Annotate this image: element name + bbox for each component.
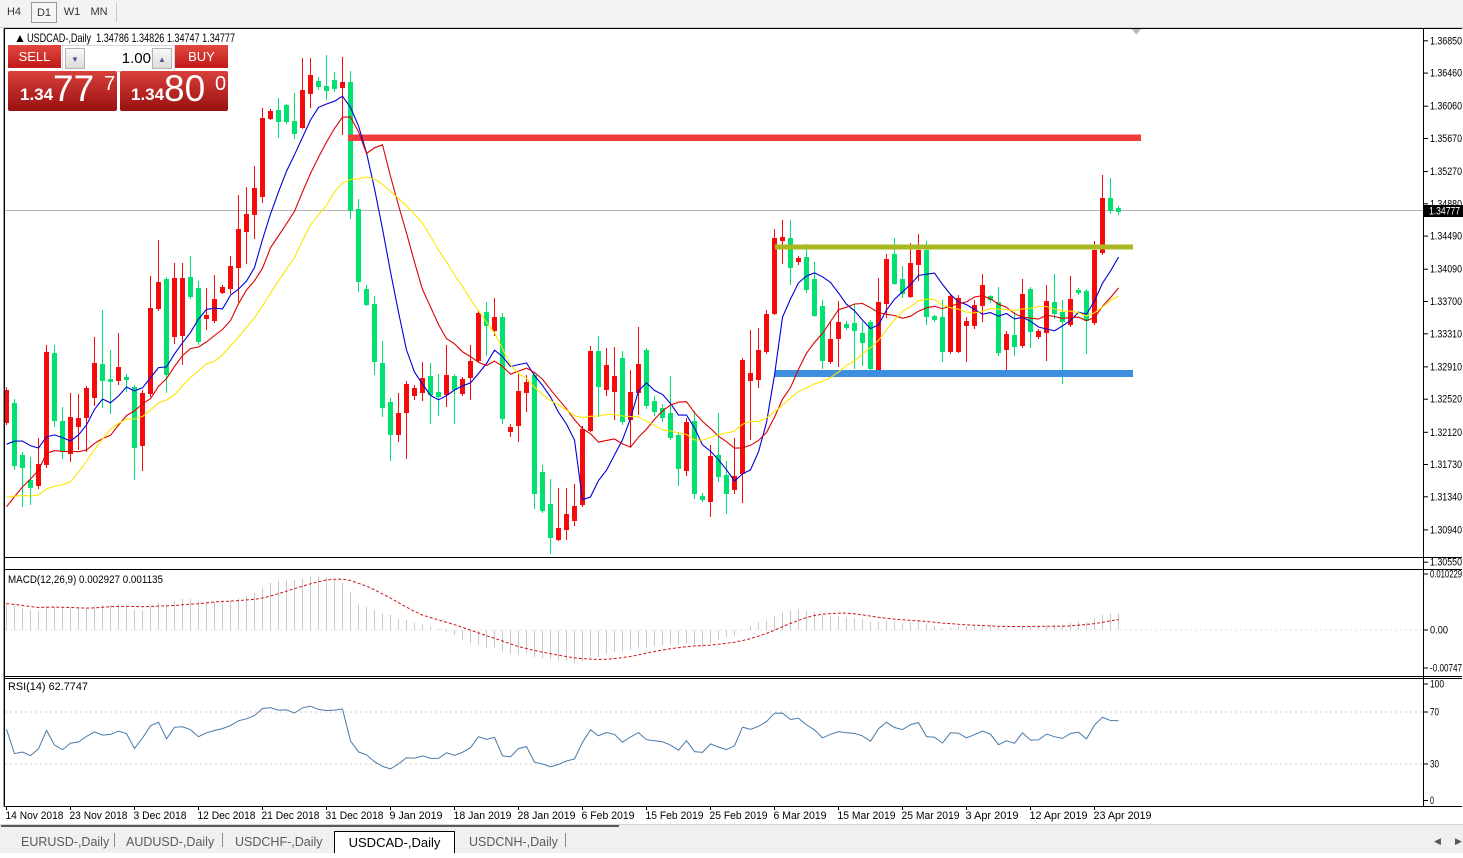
svg-text:MACD(12,26,9) 0.002927 0.00113: MACD(12,26,9) 0.002927 0.001135 (8, 574, 163, 586)
svg-text:1.33700: 1.33700 (1430, 296, 1462, 308)
svg-text:1.30550: 1.30550 (1430, 557, 1462, 569)
svg-text:31 Dec 2018: 31 Dec 2018 (326, 810, 384, 822)
svg-text:6 Mar 2019: 6 Mar 2019 (774, 810, 827, 822)
svg-text:1.31730: 1.31730 (1430, 459, 1462, 471)
svg-text:18 Jan 2019: 18 Jan 2019 (454, 810, 512, 822)
svg-text:1.32520: 1.32520 (1430, 394, 1462, 406)
svg-text:1.33310: 1.33310 (1430, 328, 1462, 340)
svg-text:1.31340: 1.31340 (1430, 491, 1462, 503)
svg-text:0: 0 (1430, 795, 1434, 807)
svg-text:15 Mar 2019: 15 Mar 2019 (838, 810, 896, 822)
svg-text:9 Jan 2019: 9 Jan 2019 (390, 810, 443, 822)
svg-text:1.35670: 1.35670 (1430, 133, 1462, 145)
svg-text:1.32120: 1.32120 (1430, 427, 1462, 439)
svg-text:1.34090: 1.34090 (1430, 264, 1462, 276)
svg-text:12 Dec 2018: 12 Dec 2018 (198, 810, 256, 822)
svg-text:3 Dec 2018: 3 Dec 2018 (134, 810, 187, 822)
svg-text:28 Jan 2019: 28 Jan 2019 (518, 810, 576, 822)
svg-text:12 Apr 2019: 12 Apr 2019 (1030, 810, 1088, 822)
svg-text:25 Feb 2019: 25 Feb 2019 (710, 810, 768, 822)
svg-text:USDCAD-,Daily 1.34786 1.34826: USDCAD-,Daily 1.34786 1.34826 1.34747 1.… (27, 31, 235, 45)
svg-text:3 Apr 2019: 3 Apr 2019 (966, 810, 1019, 822)
svg-text:1.32910: 1.32910 (1430, 361, 1462, 373)
svg-text:1.30940: 1.30940 (1430, 524, 1462, 536)
svg-text:1.34490: 1.34490 (1430, 231, 1462, 243)
svg-text:▲: ▲ (14, 31, 26, 45)
svg-text:30: 30 (1430, 759, 1439, 771)
svg-text:25 Mar 2019: 25 Mar 2019 (902, 810, 960, 822)
svg-text:14 Nov 2018: 14 Nov 2018 (6, 810, 64, 822)
svg-text:21 Dec 2018: 21 Dec 2018 (262, 810, 320, 822)
svg-text:23 Apr 2019: 23 Apr 2019 (1094, 810, 1152, 822)
svg-text:1.36060: 1.36060 (1430, 101, 1462, 113)
svg-text:-0.00747: -0.00747 (1430, 663, 1462, 675)
svg-text:1.36850: 1.36850 (1430, 35, 1462, 47)
svg-text:70: 70 (1430, 707, 1439, 719)
svg-text:1.36460: 1.36460 (1430, 68, 1462, 80)
svg-text:100: 100 (1430, 679, 1444, 691)
svg-text:1.35270: 1.35270 (1430, 166, 1462, 178)
svg-text:0.00: 0.00 (1430, 625, 1448, 637)
svg-text:6 Feb 2019: 6 Feb 2019 (582, 810, 635, 822)
svg-text:15 Feb 2019: 15 Feb 2019 (646, 810, 704, 822)
svg-text:23 Nov 2018: 23 Nov 2018 (70, 810, 128, 822)
svg-text:0.010229: 0.010229 (1430, 569, 1462, 581)
svg-text:RSI(14) 62.7747: RSI(14) 62.7747 (8, 681, 88, 693)
svg-text:1.34777: 1.34777 (1429, 206, 1460, 218)
